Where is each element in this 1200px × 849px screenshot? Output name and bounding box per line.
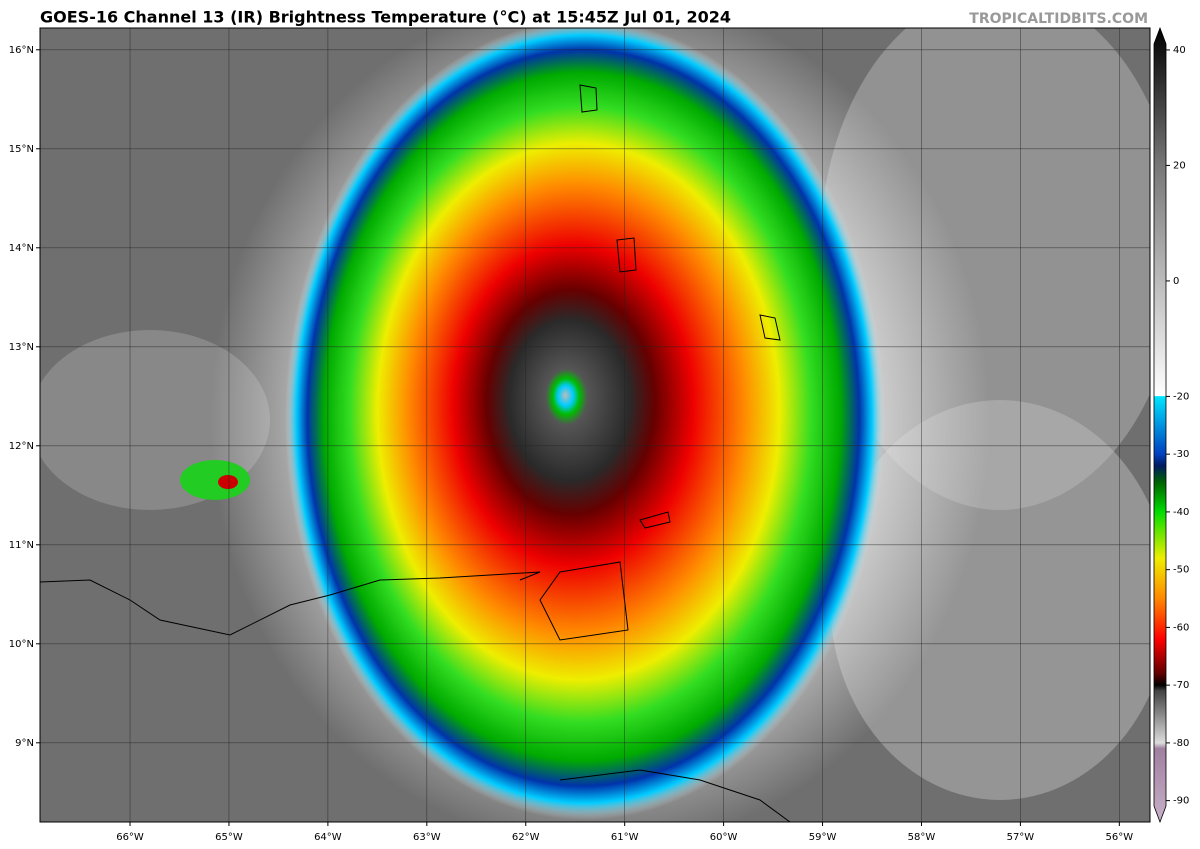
lon-tick-label: 58°W <box>908 832 936 843</box>
lat-tick-label: 12°N <box>9 441 34 452</box>
imagery <box>40 28 1150 822</box>
coastline <box>40 561 791 822</box>
lon-tick-label: 64°W <box>314 832 342 843</box>
lon-tick-label: 57°W <box>1007 832 1035 843</box>
hurricane <box>285 28 885 820</box>
lon-tick-label: 60°W <box>710 832 738 843</box>
colorbar-tick-label: -30 <box>1173 449 1189 460</box>
lon-tick-label: 63°W <box>413 832 441 843</box>
map-frame <box>39 27 1151 823</box>
lon-tick-label: 62°W <box>512 832 540 843</box>
colorbar-tick-label: 0 <box>1173 276 1179 287</box>
colorbar <box>1153 26 1167 824</box>
lat-tick-label: 13°N <box>9 342 34 353</box>
labels: 16°N 15°N 14°N 13°N 12°N 11°N 10°N 9°N 66°W 65°W 6… <box>9 45 1190 843</box>
colorbar-tick-label: -70 <box>1173 680 1189 691</box>
colorbar-tick-label: 40 <box>1173 45 1186 56</box>
cloud-cell <box>218 475 238 489</box>
lat-tick-label: 16°N <box>9 45 34 56</box>
colorbar-tick-label: 20 <box>1173 160 1186 171</box>
lat-tick-label: 15°N <box>9 144 34 155</box>
lon-tick-label: 61°W <box>611 832 639 843</box>
title: GOES-16 Channel 13 (IR) Brightness Tempe… <box>40 8 731 27</box>
lat-tick-label: 11°N <box>9 540 34 551</box>
colorbar-tick-label: -20 <box>1173 391 1189 402</box>
islands <box>579 84 781 529</box>
graticule <box>40 28 1150 822</box>
colorbar-tick-label: -50 <box>1173 565 1189 576</box>
lon-tick-label: 66°W <box>116 832 144 843</box>
lon-tick-label: 65°W <box>215 832 243 843</box>
colorbar-tick-label: -60 <box>1173 622 1189 633</box>
lon-tick-label: 56°W <box>1106 832 1134 843</box>
lat-tick-label: 14°N <box>9 243 34 254</box>
site-name: TROPICALTIDBITS.COM <box>969 11 1148 27</box>
colorbar-tick-label: -80 <box>1173 738 1189 749</box>
lon-tick-label: 59°W <box>809 832 837 843</box>
colorbar-tick-label: -90 <box>1173 796 1189 807</box>
colorbar-tick-label: -40 <box>1173 507 1189 518</box>
lat-tick-label: 10°N <box>9 639 34 650</box>
cloud-cell <box>180 460 250 500</box>
lat-tick-label: 9°N <box>15 738 34 749</box>
